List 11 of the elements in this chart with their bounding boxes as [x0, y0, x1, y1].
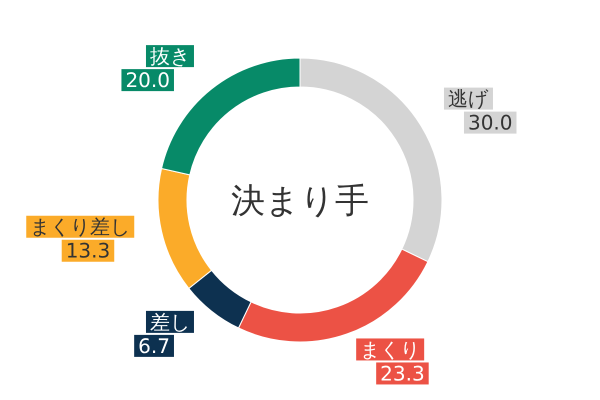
data-label: 13.3 [66, 238, 110, 263]
data-label: 23.3 [380, 361, 425, 386]
data-label: 30.0 [468, 110, 513, 135]
slice-label: 抜き [150, 44, 190, 68]
slice-label: まくり [360, 337, 420, 362]
slice-label: 差し [150, 310, 190, 334]
slice-label: 逃げ [448, 86, 489, 111]
data-label: 20.0 [125, 68, 170, 92]
data-label: 6.7 [138, 334, 170, 358]
slice-label: まくり差し [30, 214, 130, 239]
text: 決まり手 [231, 181, 369, 221]
